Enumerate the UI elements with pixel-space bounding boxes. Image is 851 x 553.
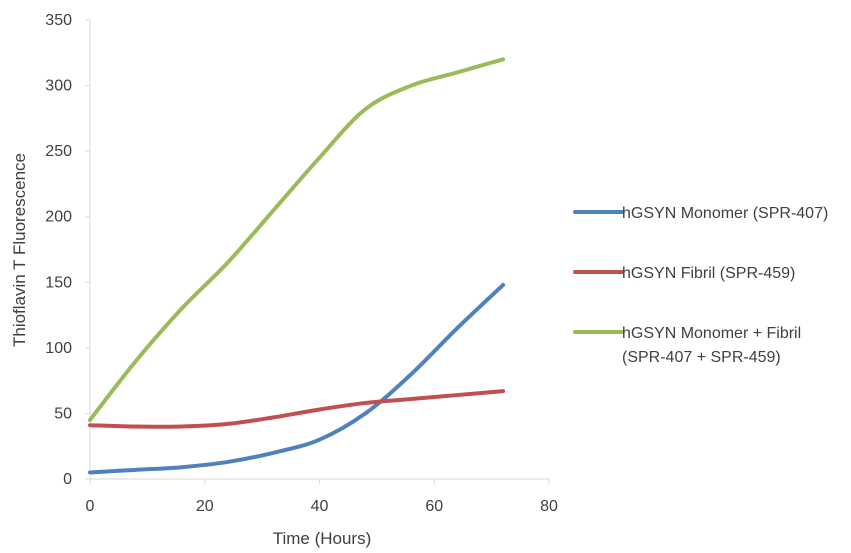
legend-label: hGSYN Monomer (SPR-407) — [622, 205, 828, 222]
series-line-1 — [88, 282, 506, 475]
x-axis-title: Time (Hours) — [273, 529, 372, 548]
series-lines — [88, 57, 506, 475]
x-tick-label: 0 — [86, 498, 95, 515]
y-tick-label: 50 — [54, 405, 72, 422]
x-tick-label: 40 — [311, 498, 329, 515]
y-tick-label: 250 — [45, 143, 72, 160]
x-tick-label: 80 — [540, 498, 558, 515]
y-tick-label: 350 — [45, 12, 72, 29]
legend-label: (SPR-407 + SPR-459) — [622, 349, 781, 366]
legend: hGSYN Monomer (SPR-407) hGSYN Fibril (SPR… — [573, 205, 828, 366]
y-tick-label: 0 — [63, 471, 72, 488]
series-line-3 — [88, 57, 506, 422]
legend-label: hGSYN Monomer + Fibril — [622, 325, 801, 342]
x-axis-ticks: 0 20 40 60 80 — [86, 479, 558, 515]
x-tick-label: 60 — [425, 498, 443, 515]
y-tick-label: 200 — [45, 209, 72, 226]
x-tick-label: 20 — [196, 498, 214, 515]
y-tick-label: 300 — [45, 78, 72, 95]
y-axis-ticks: 0 50 100 150 200 250 300 350 — [45, 12, 90, 488]
y-axis-title: Thioflavin T Fluorescence — [10, 153, 29, 347]
legend-label: hGSYN Fibril (SPR-459) — [622, 265, 795, 282]
y-tick-label: 150 — [45, 274, 72, 291]
series-line-2 — [88, 389, 506, 429]
y-tick-label: 100 — [45, 340, 72, 357]
